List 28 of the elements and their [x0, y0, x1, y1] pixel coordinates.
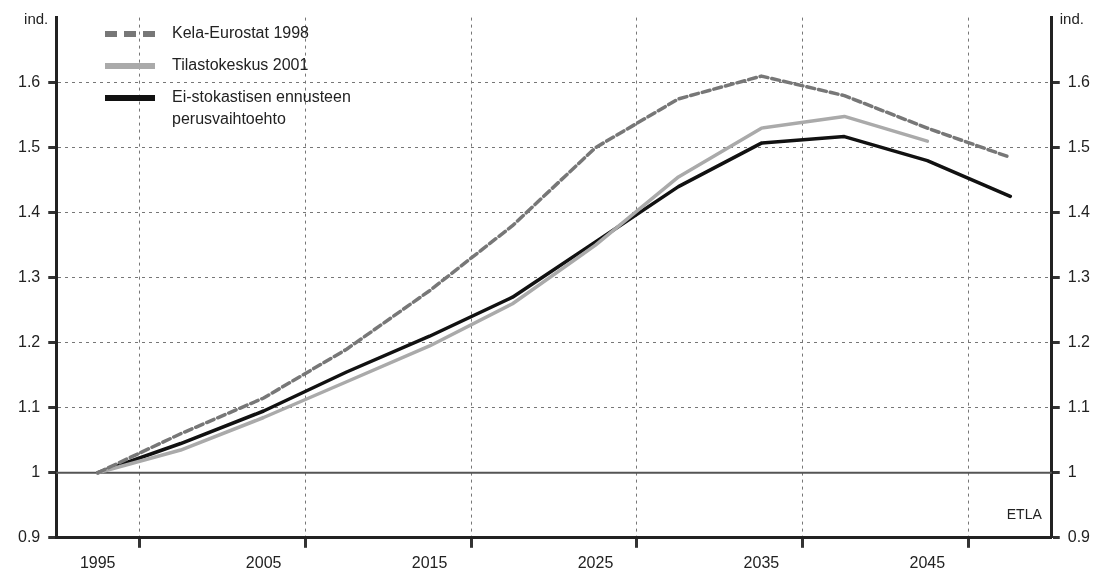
y-tick-label: 0.9	[17, 528, 41, 546]
y2-tick-label: 1.4	[1067, 203, 1091, 221]
y2-axis-title: ind.	[1059, 10, 1084, 28]
x-tick-label: 2045	[909, 553, 946, 571]
x-tick-label: 1995	[79, 553, 116, 571]
annotation: ETLA	[1006, 505, 1043, 522]
y-tick-label: 1.6	[17, 73, 41, 91]
y2-tick-label: 1.1	[1067, 398, 1091, 416]
x-tick-label: 2025	[577, 553, 614, 571]
x-tick-label: 2015	[411, 553, 448, 571]
y2-tick-label: 1.3	[1067, 268, 1091, 286]
y-tick-label: 1.3	[17, 268, 41, 286]
y-axis-title: ind.	[24, 10, 49, 28]
y2-tick-label: 1	[1067, 463, 1077, 481]
y-tick-label: 1	[31, 463, 41, 481]
y-tick-label: 1.1	[17, 398, 41, 416]
legend-label: Ei-stokastisen ennusteen perusvaihtoehto	[171, 87, 352, 129]
legend-label: Tilastokeskus 2001	[171, 55, 310, 75]
y2-tick-label: 0.9	[1067, 528, 1091, 546]
y2-tick-label: 1.5	[1067, 138, 1091, 156]
y-tick-label: 1.5	[17, 138, 41, 156]
y2-tick-label: 1.6	[1067, 73, 1091, 91]
legend-label: Kela-Eurostat 1998	[171, 23, 310, 43]
x-tick-label: 2005	[245, 553, 282, 571]
y2-tick-label: 1.2	[1067, 333, 1091, 351]
y-tick-label: 1.4	[17, 203, 41, 221]
y-tick-label: 1.2	[17, 333, 41, 351]
x-tick-label: 2035	[743, 553, 780, 571]
